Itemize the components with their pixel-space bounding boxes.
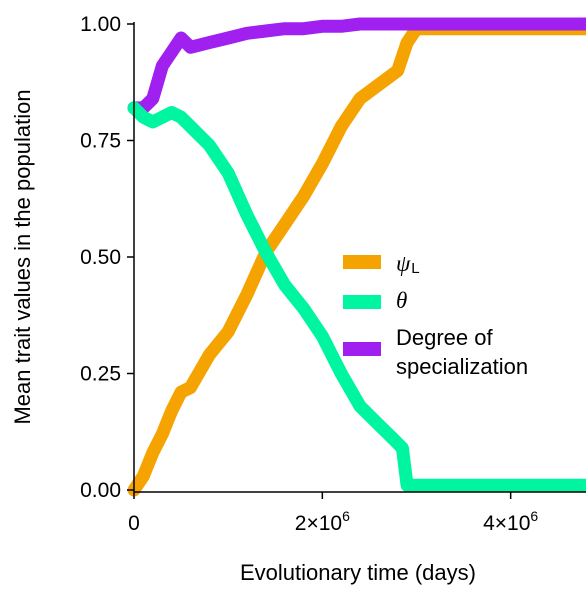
legend-label-psi: ψL	[396, 251, 420, 277]
legend-key-theta	[343, 295, 381, 309]
y-tick-label: 0.25	[80, 363, 121, 386]
y-tick-label: 0.50	[80, 246, 121, 269]
legend-label-theta: θ	[396, 288, 407, 313]
legend-label-spec-line1: Degree of	[396, 325, 494, 350]
legend-label-spec-line2: specialization	[396, 354, 528, 379]
x-tick-label: 4×106	[483, 508, 538, 535]
legend-key-spec	[343, 342, 381, 356]
y-tick-label: 1.00	[80, 13, 121, 36]
x-axis-title: Evolutionary time (days)	[240, 560, 476, 585]
y-axis-title: Mean trait values in the population	[10, 89, 35, 424]
x-tick-label: 0	[128, 512, 140, 535]
y-ticks: 0.00 0.25 0.50 0.75 1.00	[80, 13, 134, 502]
legend-key-psi	[343, 255, 381, 269]
x-tick-label: 2×106	[295, 508, 350, 535]
legend: ψL θ Degree of specialization	[343, 251, 528, 379]
series-line-spec	[127, 17, 586, 115]
series-layer	[127, 17, 586, 497]
y-tick-label: 0.75	[80, 130, 121, 153]
series-line-theta	[127, 101, 586, 492]
x-ticks: 0 2×106 4×106	[128, 492, 538, 535]
y-tick-label: 0.00	[80, 479, 121, 502]
